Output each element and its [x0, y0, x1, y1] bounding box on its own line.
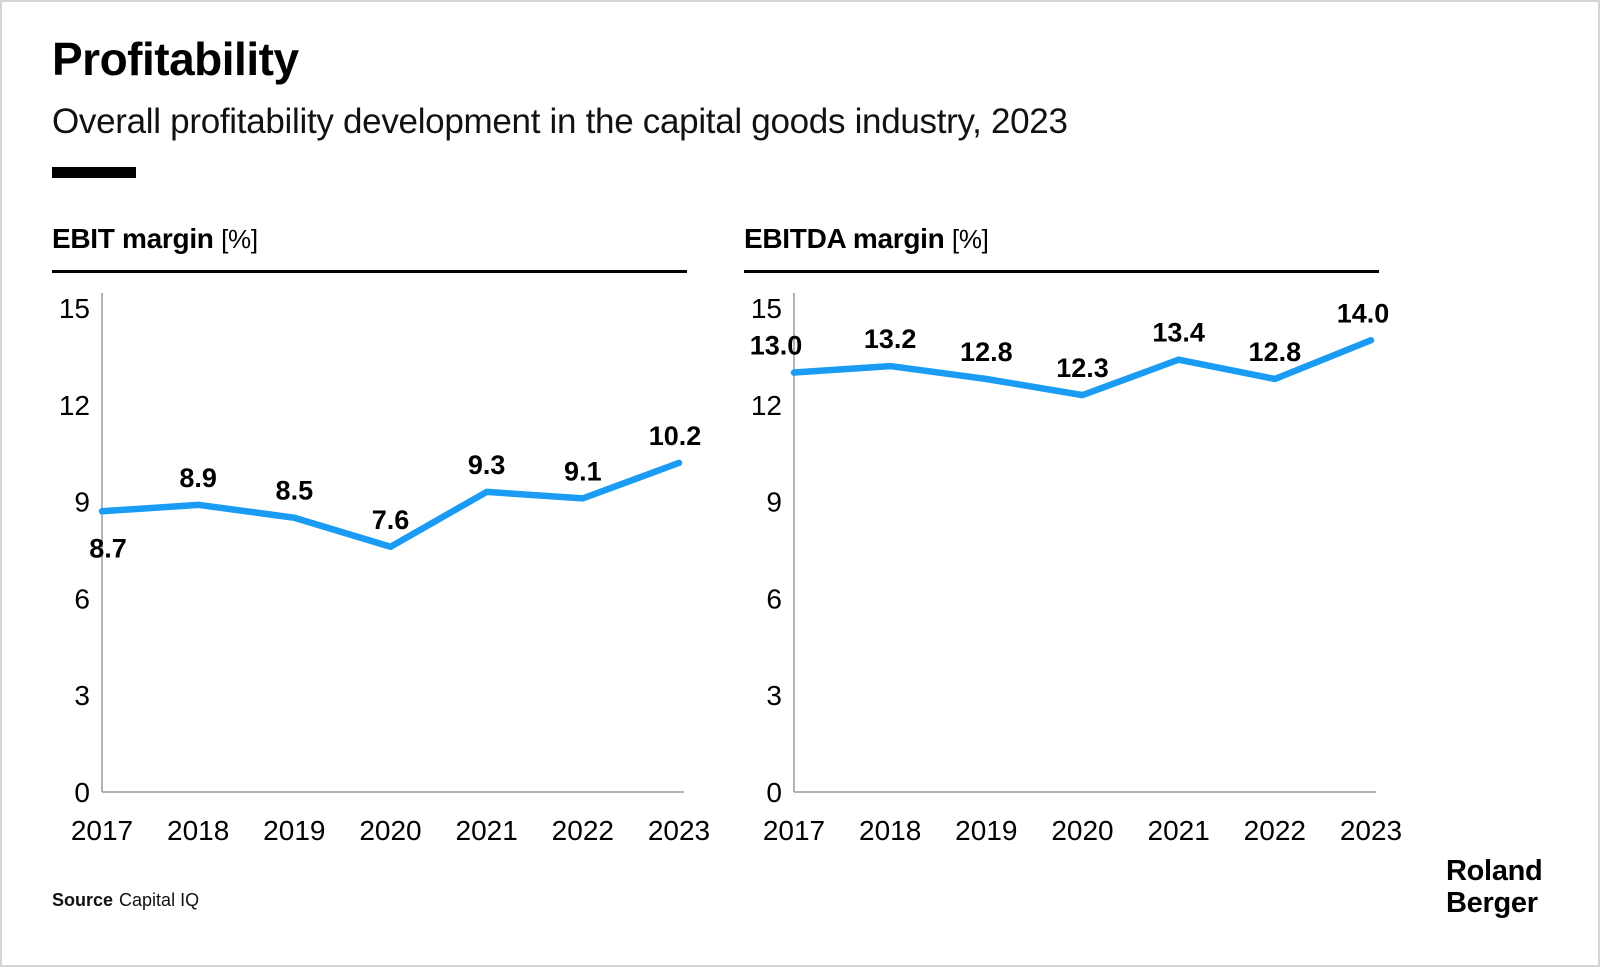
svg-text:2023: 2023: [1340, 815, 1402, 846]
ebitda-chart-unit: [%]: [951, 224, 989, 254]
source-label: Source: [52, 890, 114, 910]
svg-text:2019: 2019: [263, 815, 325, 846]
ebitda-chart-plot: 0 3 6 9 12 15 2017 2018 2019 2020 2021 2022 2023 13.0…: [750, 293, 1402, 846]
logo-line-1: Roland: [1446, 855, 1543, 887]
svg-text:2017: 2017: [763, 815, 825, 846]
svg-text:9.3: 9.3: [468, 450, 506, 480]
svg-text:2020: 2020: [1051, 815, 1113, 846]
svg-text:2020: 2020: [359, 815, 421, 846]
ebitda-chart-title-text: EBITDA margin: [744, 223, 945, 254]
charts-container: EBIT margin [%] 0 3 6 9 12 15 2017 2018 2019 2020…: [52, 222, 1402, 851]
svg-text:2022: 2022: [552, 815, 614, 846]
svg-text:7.6: 7.6: [372, 505, 410, 535]
ebitda-chart-title: EBITDA margin [%]: [744, 222, 1379, 273]
svg-text:12.3: 12.3: [1056, 353, 1109, 383]
ebit-chart-title: EBIT margin [%]: [52, 222, 687, 273]
ebit-chart-title-text: EBIT margin: [52, 223, 214, 254]
ebitda-margin-chart: EBITDA margin [%] 0 3 6 9 12 15 2017 2018 2019 20…: [744, 222, 1402, 851]
svg-text:12: 12: [751, 390, 782, 421]
svg-text:12: 12: [59, 390, 90, 421]
ebit-chart-unit: [%]: [221, 224, 258, 254]
svg-text:0: 0: [766, 777, 782, 808]
svg-text:6: 6: [766, 583, 782, 614]
svg-text:0: 0: [74, 777, 90, 808]
svg-text:8.9: 8.9: [179, 463, 217, 493]
svg-text:2021: 2021: [456, 815, 518, 846]
svg-text:3: 3: [766, 680, 782, 711]
svg-text:13.2: 13.2: [864, 324, 917, 354]
svg-text:14.0: 14.0: [1337, 298, 1390, 328]
svg-text:2023: 2023: [648, 815, 710, 846]
source-value: Capital IQ: [119, 890, 200, 910]
svg-text:10.2: 10.2: [649, 421, 702, 451]
page-subtitle: Overall profitability development in the…: [52, 102, 1068, 141]
roland-berger-logo: Roland Berger: [1446, 855, 1543, 920]
svg-text:2018: 2018: [859, 815, 921, 846]
svg-text:9: 9: [766, 487, 782, 518]
svg-text:9: 9: [74, 487, 90, 518]
svg-text:2021: 2021: [1148, 815, 1210, 846]
ebit-margin-chart: EBIT margin [%] 0 3 6 9 12 15 2017 2018 2019 2020…: [52, 222, 710, 851]
svg-text:2019: 2019: [955, 815, 1017, 846]
svg-text:12.8: 12.8: [960, 337, 1013, 367]
svg-text:3: 3: [74, 680, 90, 711]
svg-text:8.7: 8.7: [89, 533, 127, 563]
source-note: Source Capital IQ: [52, 890, 199, 911]
ebit-chart-plot: 0 3 6 9 12 15 2017 2018 2019 2020 2021 2022 2023 8.7 8…: [59, 293, 710, 846]
svg-text:2022: 2022: [1244, 815, 1306, 846]
svg-text:15: 15: [751, 293, 782, 324]
title-dash: [52, 167, 136, 178]
svg-text:2018: 2018: [167, 815, 229, 846]
svg-text:8.5: 8.5: [276, 476, 314, 506]
svg-text:12.8: 12.8: [1249, 337, 1302, 367]
svg-text:6: 6: [74, 583, 90, 614]
svg-text:15: 15: [59, 293, 90, 324]
svg-text:13.0: 13.0: [750, 331, 803, 361]
page-title: Profitability: [52, 33, 299, 85]
svg-text:9.1: 9.1: [564, 456, 602, 486]
svg-text:2017: 2017: [71, 815, 133, 846]
svg-text:13.4: 13.4: [1152, 318, 1205, 348]
logo-line-2: Berger: [1446, 887, 1538, 920]
